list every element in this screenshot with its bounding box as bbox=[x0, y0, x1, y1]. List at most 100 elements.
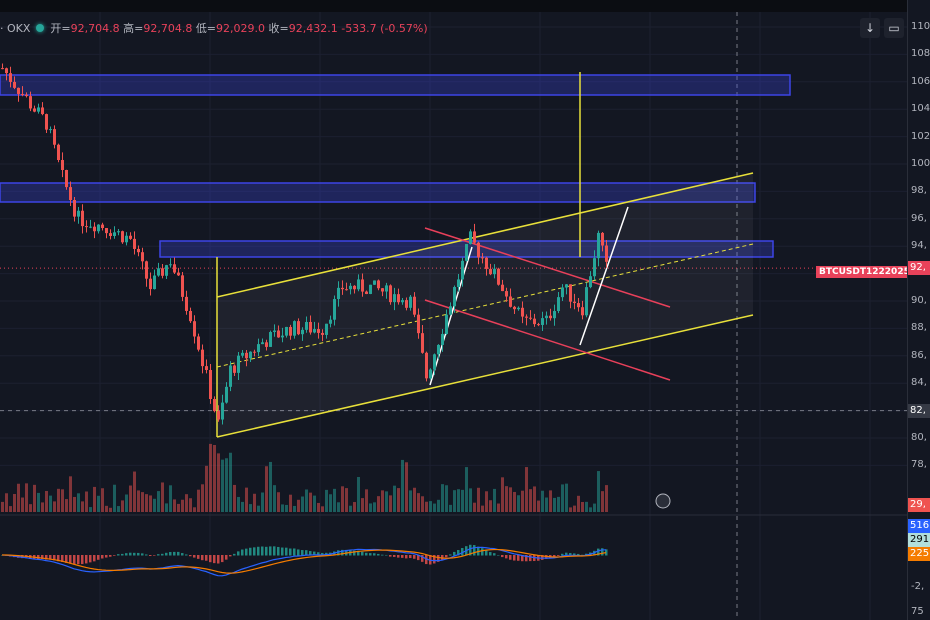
candle-body bbox=[341, 287, 344, 290]
volume-bar bbox=[141, 492, 144, 512]
volume-bar bbox=[113, 484, 116, 512]
macd-histogram-bar bbox=[493, 553, 496, 556]
macd-histogram-bar bbox=[453, 551, 456, 556]
candle-body bbox=[469, 231, 472, 245]
exchange-label: · OKX bbox=[0, 22, 31, 35]
candle-body bbox=[429, 369, 432, 379]
candle-body bbox=[221, 402, 224, 420]
candle-body bbox=[117, 231, 120, 233]
scroll-down-button[interactable]: ↓ bbox=[860, 18, 880, 38]
volume-bar bbox=[65, 499, 68, 512]
candle-body bbox=[329, 319, 332, 324]
candle-body bbox=[217, 411, 220, 420]
candle-body bbox=[489, 268, 492, 275]
macd-histogram-bar bbox=[357, 550, 360, 556]
volume-bar bbox=[433, 503, 436, 512]
macd-histogram-bar bbox=[137, 552, 140, 556]
macd-histogram-bar bbox=[561, 553, 564, 556]
candle-body bbox=[353, 285, 356, 290]
candle-body bbox=[153, 275, 156, 290]
volume-bar bbox=[277, 492, 280, 512]
volume-bar bbox=[593, 503, 596, 512]
candle-body bbox=[129, 235, 132, 239]
macd-histogram-bar bbox=[253, 547, 256, 556]
macd-histogram-bar bbox=[317, 552, 320, 556]
volume-bar bbox=[401, 459, 404, 512]
macd-histogram-bar bbox=[441, 555, 444, 560]
volume-bar bbox=[97, 495, 100, 512]
candle-body bbox=[169, 264, 172, 266]
volume-bar bbox=[453, 490, 456, 512]
volume-bar bbox=[385, 491, 388, 512]
price-tick: 108 bbox=[911, 48, 930, 60]
candle-body bbox=[49, 129, 52, 131]
chart-canvas[interactable] bbox=[0, 0, 907, 620]
volume-bar bbox=[521, 490, 524, 512]
volume-bar bbox=[69, 476, 72, 512]
macd-histogram-bar bbox=[281, 547, 284, 556]
volume-bar bbox=[489, 500, 492, 512]
candle-body bbox=[601, 232, 604, 246]
macd-histogram-bar bbox=[297, 549, 300, 556]
macd-histogram-bar bbox=[225, 555, 228, 560]
volume-bar bbox=[157, 491, 160, 512]
candle-body bbox=[197, 336, 200, 350]
candle-body bbox=[365, 291, 368, 294]
macd-histogram-bar bbox=[193, 555, 196, 558]
volume-bar bbox=[61, 489, 64, 512]
candle-body bbox=[421, 333, 424, 353]
macd-histogram-bar bbox=[37, 555, 40, 559]
volume-bar bbox=[405, 462, 408, 512]
volume-bar bbox=[493, 488, 496, 512]
macd-histogram-bar bbox=[509, 555, 512, 560]
candle-body bbox=[141, 252, 144, 262]
macd-histogram-bar bbox=[197, 555, 200, 559]
macd-histogram-bar bbox=[309, 551, 312, 556]
candle-body bbox=[249, 351, 252, 359]
candle-body bbox=[237, 355, 240, 373]
candle-body bbox=[181, 275, 184, 297]
candle-body bbox=[229, 365, 232, 387]
price-tick: 86, bbox=[911, 349, 927, 361]
macd-histogram-bar bbox=[157, 554, 160, 556]
volume-bar bbox=[13, 493, 16, 512]
macd-histogram-bar bbox=[265, 546, 268, 556]
candle-body bbox=[373, 280, 376, 285]
candle-body bbox=[537, 324, 540, 326]
red-channel-lower bbox=[424, 299, 671, 381]
volume-bar bbox=[77, 493, 80, 512]
volume-bar bbox=[309, 492, 312, 512]
price-axis[interactable]: 110 108 106 104 102 100 98, 96, 94, 90, 88, 86, 84, 8… bbox=[907, 0, 930, 620]
volume-bar bbox=[501, 477, 504, 512]
volume-bar bbox=[333, 488, 336, 512]
volume-bar bbox=[45, 490, 48, 512]
volume-bar bbox=[269, 461, 272, 512]
volume-bar bbox=[545, 497, 548, 512]
volume-bar bbox=[301, 496, 304, 512]
volume-bar bbox=[129, 485, 132, 512]
volume-bar bbox=[557, 496, 560, 512]
candle-body bbox=[321, 332, 324, 335]
candle-body bbox=[185, 296, 188, 311]
volume-bar bbox=[485, 491, 488, 512]
candle-body bbox=[405, 300, 408, 308]
candle-body bbox=[73, 199, 76, 217]
volume-bar bbox=[293, 505, 296, 512]
price-tick: 94, bbox=[911, 240, 927, 252]
macd-tick: 75 bbox=[911, 606, 924, 617]
replay-icon bbox=[655, 493, 671, 509]
macd-histogram-bar bbox=[181, 553, 184, 556]
macd-histogram-bar bbox=[173, 551, 176, 556]
candle-body bbox=[457, 279, 460, 288]
volume-bar bbox=[25, 483, 28, 512]
macd-histogram-bar bbox=[77, 555, 80, 565]
volume-bar bbox=[373, 502, 376, 512]
macd-histogram-bar bbox=[233, 553, 236, 556]
volume-bar bbox=[145, 494, 148, 512]
volume-bar bbox=[121, 500, 124, 512]
candle-body bbox=[289, 326, 292, 336]
macd-histogram-bar bbox=[481, 548, 484, 556]
candle-body bbox=[389, 285, 392, 303]
macd-histogram-bar bbox=[269, 546, 272, 556]
fullscreen-button[interactable]: ▭ bbox=[884, 18, 904, 38]
